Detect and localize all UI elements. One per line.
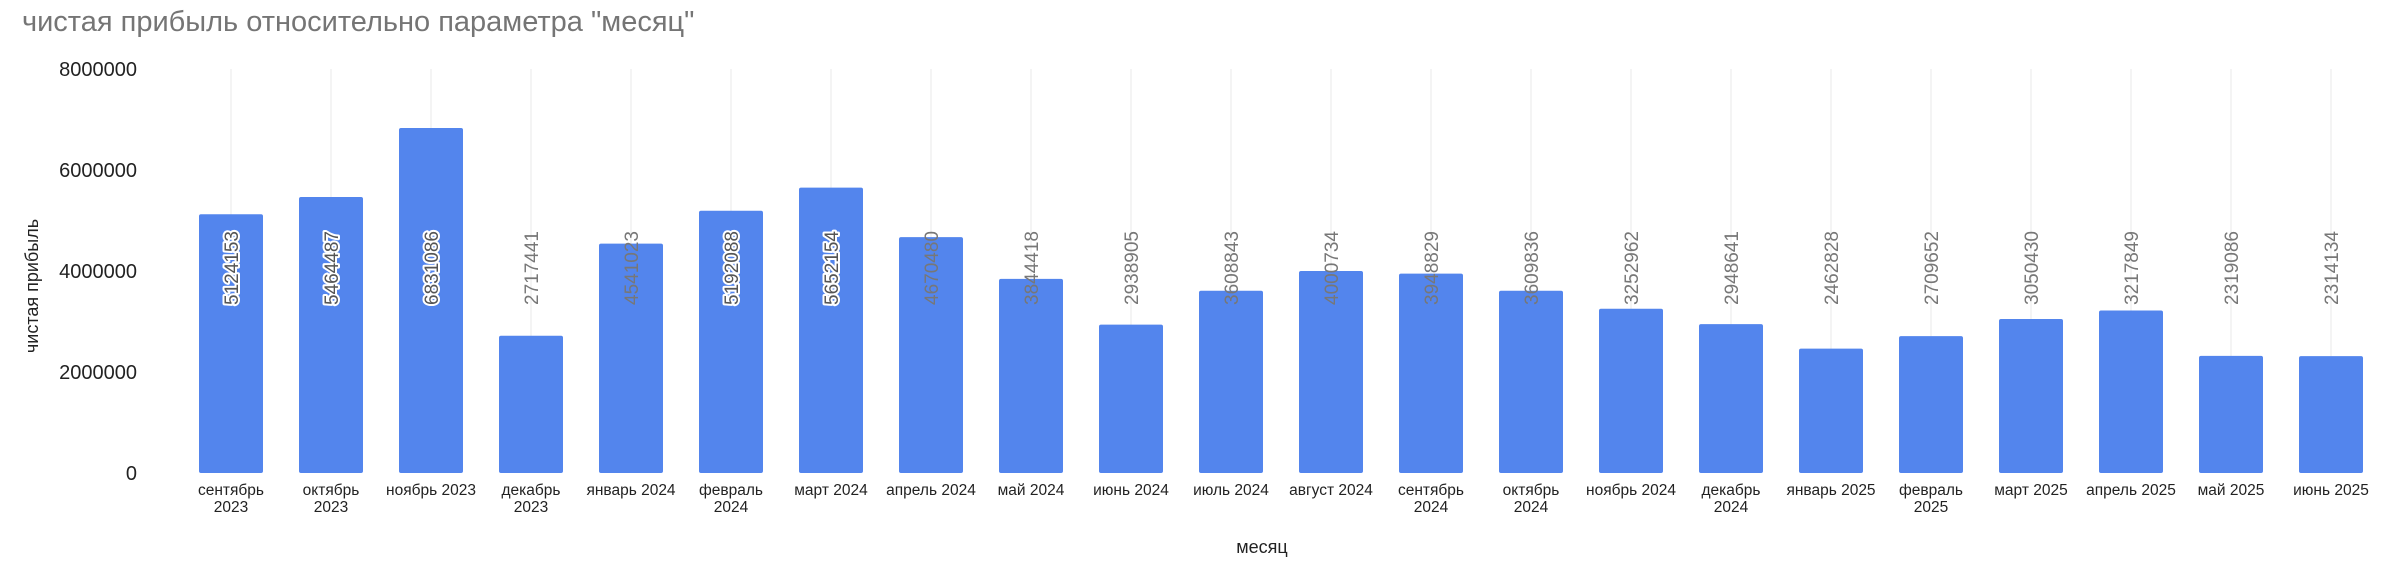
x-tick-label: июнь 2024: [1093, 482, 1169, 499]
y-tick-label: 6000000: [59, 160, 137, 182]
data-label: 3609836: [1522, 231, 1543, 305]
data-label: 3252962: [1622, 231, 1643, 305]
data-label: 3217849: [2122, 231, 2143, 305]
bar: [1799, 348, 1863, 473]
x-tick-label: 2024: [714, 499, 749, 516]
x-tick-label: 2023: [214, 499, 248, 516]
x-tick-label: март 2024: [794, 482, 868, 499]
x-tick-label: март 2025: [1994, 482, 2067, 499]
bar: [1699, 324, 1763, 473]
bar: [899, 237, 963, 473]
x-tick-label: 2023: [514, 499, 548, 516]
x-tick-label: 2024: [1414, 499, 1449, 516]
x-tick-label: февраль: [1899, 482, 1963, 499]
x-tick-label: июль 2024: [1193, 482, 1269, 499]
x-tick-label: сентябрь: [1398, 482, 1464, 499]
data-label: 4670480: [922, 231, 943, 305]
y-tick-label: 2000000: [59, 362, 137, 384]
bar: [1199, 290, 1263, 473]
bar: [1899, 336, 1963, 473]
data-label: 5192088: [722, 231, 743, 305]
data-label: 4541023: [622, 231, 643, 305]
bar: [1999, 318, 2063, 473]
data-label: 2314134: [2322, 231, 2343, 305]
data-label: 5464487: [322, 231, 343, 305]
x-tick-label: 2023: [314, 499, 348, 516]
y-tick-label: 4000000: [59, 261, 137, 283]
data-label: 6831086: [422, 231, 443, 305]
y-axis-label: чистая прибыль: [22, 219, 42, 353]
bar: [999, 278, 1063, 473]
data-label: 3948829: [1422, 231, 1443, 305]
bar: [1599, 308, 1663, 473]
x-tick-label: декабрь: [502, 482, 561, 499]
x-tick-label: январь 2025: [1786, 482, 1875, 499]
data-label: 4000734: [1322, 231, 1343, 305]
data-label: 2462828: [1822, 231, 1843, 305]
x-tick-label: 2024: [1514, 499, 1549, 516]
bar: [2099, 310, 2163, 473]
data-label: 2948641: [1722, 231, 1743, 305]
x-tick-label: октябрь: [1503, 482, 1560, 499]
bar: [2199, 355, 2263, 473]
data-label: 3844418: [1022, 231, 1043, 305]
x-tick-label: август 2024: [1289, 482, 1373, 499]
bar: [699, 210, 763, 473]
data-label: 3608843: [1222, 231, 1243, 305]
data-label: 2717441: [522, 231, 543, 305]
x-tick-label: апрель 2024: [886, 482, 976, 499]
data-label: 5652154: [822, 231, 843, 305]
bar: [599, 243, 663, 473]
bar: [799, 187, 863, 473]
data-label: 2319086: [2222, 231, 2243, 305]
x-tick-label: ноябрь 2023: [386, 482, 476, 499]
data-label: 2938905: [1122, 231, 1143, 305]
data-label: 5124153: [222, 231, 243, 305]
chart-title: чистая прибыль относительно параметра "м…: [22, 6, 695, 38]
x-tick-label: 2025: [1914, 499, 1948, 516]
x-tick-label: апрель 2025: [2086, 482, 2176, 499]
x-tick-label: январь 2024: [586, 482, 675, 499]
bar: [1099, 324, 1163, 473]
y-axis-ticks: 0 2000000 4000000 6000000 8000000: [59, 59, 137, 485]
bar: [199, 214, 263, 473]
bars: [199, 128, 2363, 474]
bar: [399, 128, 463, 473]
x-tick-label: ноябрь 2024: [1586, 482, 1676, 499]
bar: [499, 335, 563, 473]
bar: [299, 197, 363, 474]
x-axis-label: месяц: [1236, 537, 1287, 557]
bar: [2299, 356, 2363, 473]
data-label: 2709652: [1922, 231, 1943, 305]
y-tick-label: 0: [126, 463, 137, 485]
x-tick-label: октябрь: [303, 482, 360, 499]
x-tick-label: 2024: [1714, 499, 1749, 516]
bar: [1299, 270, 1363, 473]
bar: [1499, 290, 1563, 473]
bar: [1399, 273, 1463, 473]
x-tick-label: сентябрь: [198, 482, 264, 499]
x-tick-label: февраль: [699, 482, 763, 499]
x-tick-label: май 2024: [998, 482, 1065, 499]
data-label: 3050430: [2022, 231, 2043, 305]
x-tick-label: июнь 2025: [2293, 482, 2369, 499]
x-tick-label: декабрь: [1702, 482, 1761, 499]
x-tick-label: май 2025: [2198, 482, 2265, 499]
data-labels: 5124153 5464487 6831086 2717441 4541023 51920…: [220, 229, 2343, 307]
y-tick-label: 8000000: [59, 59, 137, 81]
